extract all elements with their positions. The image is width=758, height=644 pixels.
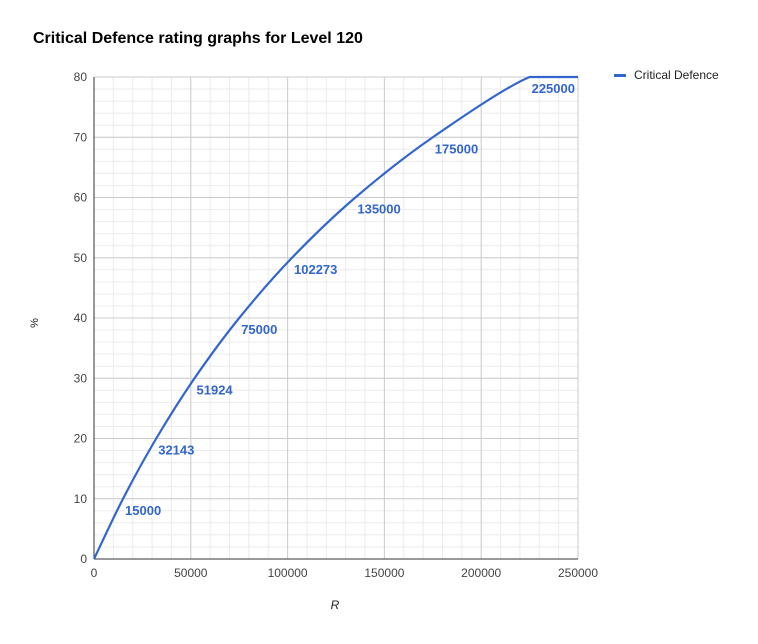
tick-labels: 0 50000 100000 150000 200000 250000 0 10 20 30 40 5… xyxy=(74,70,599,580)
y-tick-label: 0 xyxy=(80,552,87,566)
series-line-critical-defence xyxy=(93,75,578,560)
x-tick-label: 50000 xyxy=(174,566,208,580)
major-gridlines xyxy=(93,76,579,560)
x-tick-label: 250000 xyxy=(558,566,598,580)
data-label: 102273 xyxy=(294,262,337,277)
data-label: 15000 xyxy=(125,503,161,518)
legend-swatch xyxy=(614,73,626,77)
y-tick-label: 20 xyxy=(74,432,88,446)
data-label: 75000 xyxy=(241,322,277,337)
data-label: 32143 xyxy=(158,443,194,458)
y-tick-label: 10 xyxy=(74,492,88,506)
x-tick-label: 100000 xyxy=(268,566,308,580)
data-labels: 15000 32143 51924 75000 102273 135000 175000 22… xyxy=(125,81,575,518)
x-tick-label: 150000 xyxy=(364,566,404,580)
y-tick-label: 50 xyxy=(74,251,88,265)
chart-title: Critical Defence rating graphs for Level… xyxy=(33,30,363,47)
x-tick-label: 0 xyxy=(91,566,98,580)
y-tick-label: 30 xyxy=(74,371,88,385)
series-layer xyxy=(93,75,578,560)
y-tick-label: 80 xyxy=(74,70,88,84)
legend-label: Critical Defence xyxy=(634,68,719,82)
data-label: 51924 xyxy=(197,382,234,397)
data-label: 135000 xyxy=(357,202,400,217)
axes xyxy=(93,77,578,560)
y-axis-title: % xyxy=(29,318,41,328)
data-label: 175000 xyxy=(435,141,478,156)
y-tick-label: 40 xyxy=(74,311,88,325)
x-axis-title: R xyxy=(331,598,340,612)
data-label: 225000 xyxy=(532,81,575,96)
legend: Critical Defence xyxy=(614,68,719,82)
y-tick-label: 70 xyxy=(74,130,88,144)
x-tick-label: 200000 xyxy=(461,566,501,580)
y-tick-label: 60 xyxy=(74,191,88,205)
